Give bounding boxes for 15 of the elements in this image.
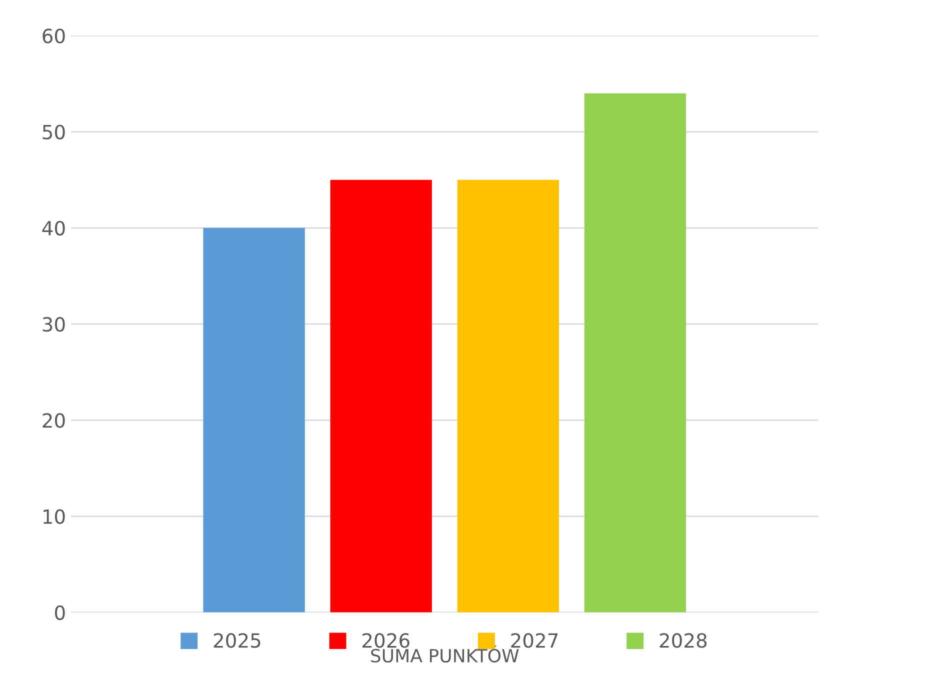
y-tick-label: 10 xyxy=(43,509,65,524)
legend-label: 2025 xyxy=(214,633,260,648)
y-tick-label: 60 xyxy=(42,28,65,44)
y-tick-label: 0 xyxy=(55,605,65,620)
y-tick-label: 20 xyxy=(42,413,65,428)
bar xyxy=(330,180,432,612)
y-tick-label: 50 xyxy=(42,124,65,140)
legend-label: 2027 xyxy=(511,633,558,648)
y-tick-label: 40 xyxy=(42,220,65,236)
bar xyxy=(457,180,559,612)
legend-label: 2028 xyxy=(660,633,707,648)
legend-label: 2026 xyxy=(362,633,410,648)
y-tick-label: 30 xyxy=(42,317,65,332)
bar xyxy=(203,228,305,612)
bar xyxy=(584,93,686,612)
